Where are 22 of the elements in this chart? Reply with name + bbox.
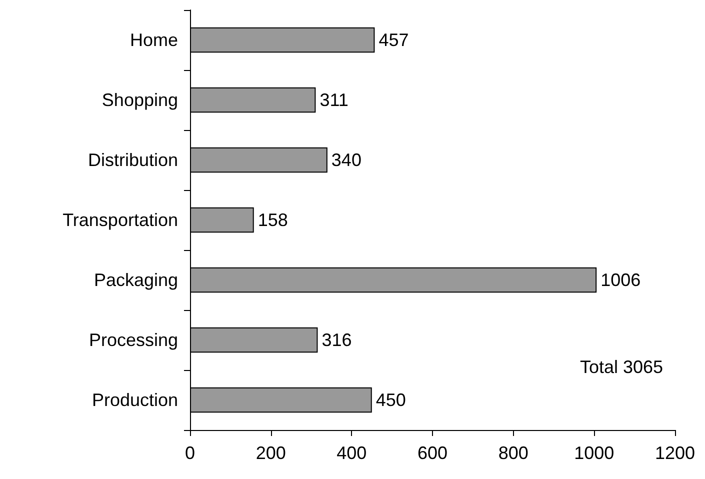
y-tick-label: Distribution bbox=[88, 150, 178, 170]
y-tick-label: Packaging bbox=[94, 270, 178, 290]
y-tick-label: Shopping bbox=[102, 90, 178, 110]
data-label: 340 bbox=[331, 150, 362, 170]
y-tick-label: Production bbox=[92, 390, 178, 410]
x-tick-label: 600 bbox=[417, 443, 448, 463]
annotation: Total 3065 bbox=[580, 357, 664, 377]
x-tick-label: 1200 bbox=[654, 443, 696, 463]
y-tick-label: Processing bbox=[88, 330, 178, 350]
data-label: 316 bbox=[322, 330, 352, 350]
data-label: 1006 bbox=[600, 270, 641, 290]
x-tick-label: 800 bbox=[498, 443, 528, 463]
data-label: 457 bbox=[378, 30, 409, 50]
x-tick-label: 0 bbox=[184, 443, 196, 463]
y-tick-label: Home bbox=[130, 30, 178, 50]
data-label: 450 bbox=[376, 390, 406, 410]
data-label: 311 bbox=[320, 90, 348, 110]
x-tick-label: 400 bbox=[336, 443, 367, 463]
data-label: 158 bbox=[258, 210, 288, 230]
x-tick-label: 1000 bbox=[574, 443, 614, 463]
x-tick-label: 200 bbox=[256, 443, 286, 463]
y-tick-label: Transportation bbox=[62, 210, 178, 230]
